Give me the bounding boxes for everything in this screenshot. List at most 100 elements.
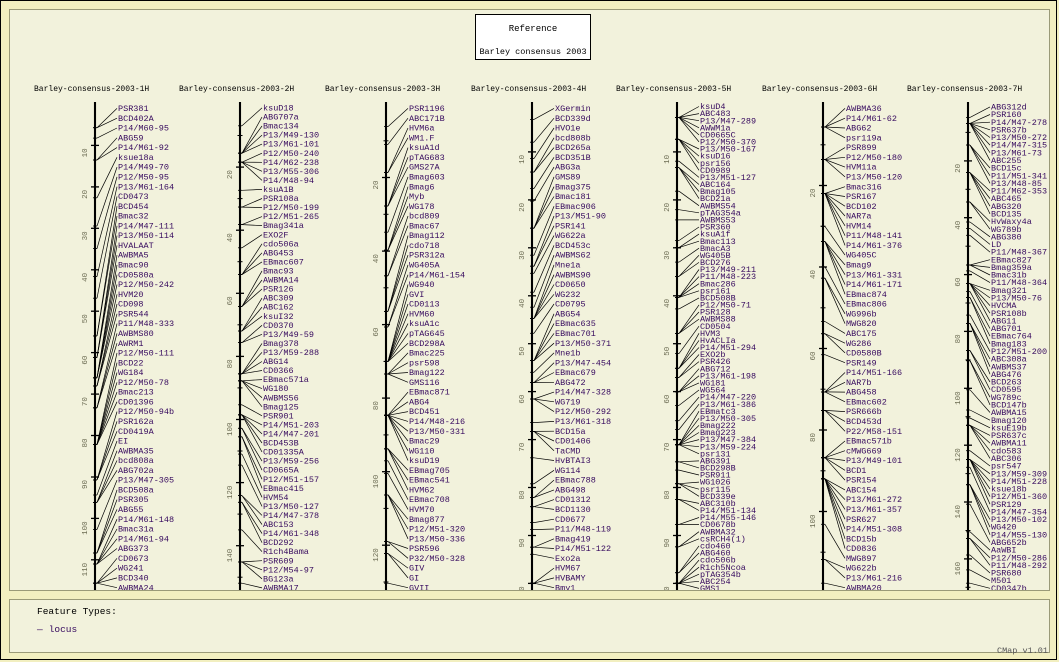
svg-text:ABG62: ABG62	[846, 124, 872, 134]
svg-text:WG622a: WG622a	[555, 231, 586, 241]
svg-text:ABG458: ABG458	[846, 388, 877, 398]
svg-text:BCD402A: BCD402A	[118, 114, 155, 124]
svg-text:P14/M61-92: P14/M61-92	[118, 143, 169, 153]
svg-text:100: 100	[664, 586, 672, 591]
svg-text:bcd809: bcd809	[409, 212, 440, 222]
svg-text:60: 60	[810, 351, 818, 361]
svg-text:P13/M61-164: P13/M61-164	[118, 182, 174, 192]
svg-text:P12/M50-78: P12/M50-78	[118, 378, 169, 388]
svg-text:BCD1130: BCD1130	[555, 505, 591, 515]
svg-text:XGermin: XGermin	[555, 104, 591, 114]
svg-text:P14/M48-216: P14/M48-216	[409, 417, 465, 427]
svg-text:P13/M51-90: P13/M51-90	[555, 212, 606, 222]
svg-text:100: 100	[955, 391, 963, 405]
svg-text:EBmac635: EBmac635	[555, 319, 596, 329]
svg-text:40: 40	[664, 298, 672, 308]
svg-text:140: 140	[227, 548, 235, 562]
svg-text:GIV: GIV	[409, 564, 425, 574]
svg-text:Mne1b: Mne1b	[555, 349, 581, 359]
svg-text:P13/M49-101: P13/M49-101	[846, 456, 902, 466]
svg-text:120: 120	[227, 485, 235, 499]
svg-text:10: 10	[664, 154, 672, 164]
svg-text:AWBMS62: AWBMS62	[555, 251, 591, 261]
svg-text:70: 70	[82, 397, 90, 407]
svg-text:100: 100	[519, 586, 527, 591]
svg-text:20: 20	[82, 189, 90, 199]
svg-text:psr598: psr598	[409, 358, 440, 368]
svg-text:60: 60	[664, 394, 672, 404]
svg-text:ksuD19: ksuD19	[409, 456, 440, 466]
svg-text:CD0347b: CD0347b	[991, 584, 1027, 591]
svg-text:CD0650: CD0650	[555, 280, 586, 290]
svg-text:CD0419A: CD0419A	[118, 427, 155, 437]
svg-text:50: 50	[519, 346, 527, 356]
svg-text:30: 30	[82, 231, 90, 241]
svg-text:P11/M48-141: P11/M48-141	[846, 231, 902, 241]
svg-text:80: 80	[373, 401, 381, 411]
svg-text:80: 80	[227, 359, 235, 369]
svg-text:BCD451: BCD451	[409, 407, 440, 417]
svg-text:BCD454: BCD454	[118, 202, 149, 212]
svg-text:ABG373: ABG373	[118, 544, 149, 554]
svg-text:MWG897: MWG897	[846, 554, 877, 564]
svg-text:Bmac67: Bmac67	[409, 221, 440, 231]
svg-text:BCD298A: BCD298A	[409, 339, 446, 349]
svg-text:ABC171B: ABC171B	[409, 114, 445, 124]
svg-text:NAR7b: NAR7b	[846, 378, 872, 388]
svg-text:20: 20	[955, 163, 963, 173]
svg-text:GMS27A: GMS27A	[409, 163, 441, 173]
svg-text:40: 40	[519, 298, 527, 308]
svg-text:EBmac701: EBmac701	[555, 329, 596, 339]
svg-text:80: 80	[519, 490, 527, 500]
svg-text:MWG820: MWG820	[846, 319, 877, 329]
svg-text:AWBMA20: AWBMA20	[846, 583, 882, 591]
svg-text:Bmac31a: Bmac31a	[118, 525, 154, 535]
svg-text:40: 40	[82, 272, 90, 282]
svg-text:P14/M51-308: P14/M51-308	[846, 525, 902, 535]
svg-text:HVM62: HVM62	[409, 486, 435, 496]
svg-text:P12/M50-94b: P12/M50-94b	[118, 407, 174, 417]
svg-text:Bmag9: Bmag9	[846, 261, 872, 271]
svg-text:P14/M61-376: P14/M61-376	[846, 241, 902, 251]
svg-text:BCD340: BCD340	[118, 574, 149, 584]
svg-text:WG232: WG232	[555, 290, 581, 300]
svg-text:60: 60	[519, 394, 527, 404]
svg-text:WG719: WG719	[555, 397, 581, 407]
svg-text:ksue18a: ksue18a	[118, 153, 154, 163]
svg-text:AWBMA35: AWBMA35	[118, 446, 154, 456]
svg-text:P14/M61-94: P14/M61-94	[118, 534, 169, 544]
svg-text:GVI: GVI	[409, 290, 424, 300]
svg-text:EBmac708: EBmac708	[409, 495, 450, 505]
svg-text:P14/M51-166: P14/M51-166	[846, 368, 902, 378]
svg-text:EBmac541: EBmac541	[409, 476, 450, 486]
svg-text:90: 90	[82, 480, 90, 490]
svg-text:P14/M49-70: P14/M49-70	[118, 163, 169, 173]
svg-text:CD0677: CD0677	[555, 515, 586, 525]
svg-text:CD098: CD098	[118, 300, 144, 310]
svg-text:EI: EI	[118, 437, 128, 447]
svg-text:P13/M61-318: P13/M61-318	[555, 417, 611, 427]
svg-text:WG286: WG286	[846, 339, 872, 349]
svg-text:P12/M51-320: P12/M51-320	[409, 525, 465, 535]
svg-text:P13/M50-114: P13/M50-114	[118, 231, 174, 241]
svg-text:P13/M50-120: P13/M50-120	[846, 173, 902, 183]
svg-text:ABG4: ABG4	[409, 397, 429, 407]
svg-text:Myb: Myb	[409, 192, 424, 202]
svg-text:PSR305: PSR305	[118, 495, 149, 505]
svg-text:CD0673: CD0673	[118, 554, 149, 564]
svg-text:80: 80	[664, 490, 672, 500]
svg-text:BCD102: BCD102	[846, 202, 877, 212]
svg-text:P11/M48-333: P11/M48-333	[118, 319, 174, 329]
svg-text:70: 70	[519, 442, 527, 452]
svg-text:AWBMS90: AWBMS90	[555, 270, 591, 280]
svg-text:HVM14: HVM14	[846, 221, 872, 231]
svg-text:Barley-consensus-2003-3H: Barley-consensus-2003-3H	[325, 85, 440, 94]
svg-text:120: 120	[955, 448, 963, 462]
svg-text:Mne1a: Mne1a	[555, 261, 581, 271]
svg-text:pTAG645: pTAG645	[409, 329, 445, 339]
svg-text:ABG702a: ABG702a	[118, 466, 154, 476]
svg-text:P13/M61-272: P13/M61-272	[846, 495, 902, 505]
svg-text:P22/M58-151: P22/M58-151	[846, 427, 902, 437]
svg-text:BCD453c: BCD453c	[555, 241, 591, 251]
svg-text:cdo718: cdo718	[409, 241, 440, 251]
